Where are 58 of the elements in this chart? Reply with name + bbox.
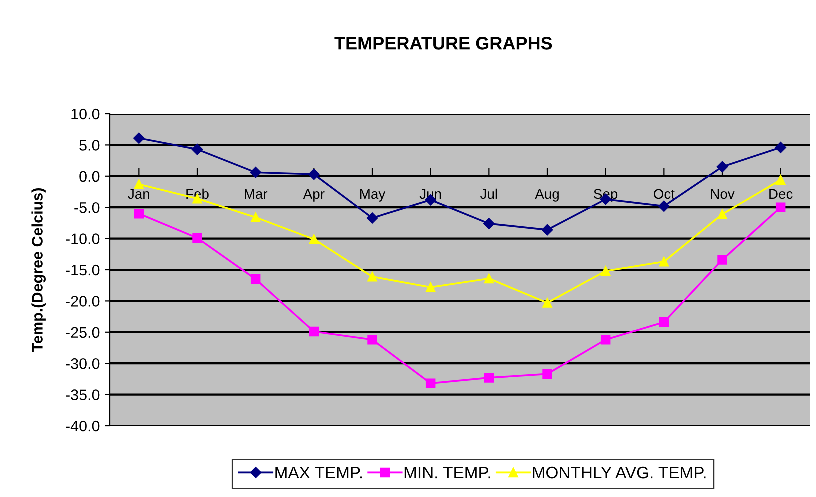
point (192, 144, 204, 156)
y-tick-label: -5.0 (74, 202, 100, 214)
y-tick-label: -40.0 (66, 420, 100, 432)
point (775, 142, 786, 154)
point (309, 234, 320, 244)
y-tick-label: 0.0 (80, 171, 100, 182)
point (309, 326, 320, 337)
point (426, 378, 436, 388)
y-tick-label: -30.0 (66, 358, 100, 370)
point (659, 257, 670, 267)
point (718, 210, 728, 220)
point (776, 202, 786, 212)
point (134, 132, 145, 144)
x-tick-label: Mar (245, 189, 268, 200)
y-tick-label: -15.0 (66, 264, 100, 276)
point (192, 233, 202, 244)
point (134, 208, 144, 219)
x-tick-label: Nov (711, 189, 735, 200)
point (368, 335, 378, 345)
y-tick-label: 5.0 (80, 140, 100, 151)
point (776, 175, 786, 186)
x-tick-label: Aug (535, 189, 559, 202)
point (426, 282, 436, 292)
y-tick-label: 10.0 (72, 108, 100, 120)
chart-title: TEMPERATURE GRAPHS (334, 37, 552, 50)
point (718, 255, 728, 265)
y-tick-label: -10.0 (66, 234, 100, 244)
point (366, 212, 378, 224)
point (250, 212, 261, 222)
point (368, 272, 378, 282)
y-axis-title: Temp.(Degree Celcius) (32, 188, 46, 352)
point (716, 161, 728, 173)
y-tick-label: -25.0 (66, 327, 100, 338)
legend-label: MAX TEMP. (276, 467, 362, 479)
point (250, 274, 261, 284)
point (600, 266, 611, 276)
point (134, 180, 144, 190)
point (484, 373, 494, 383)
point (250, 167, 262, 178)
point (659, 318, 670, 328)
x-tick-label: Apr (303, 189, 325, 202)
x-tick-label: Jul (480, 188, 498, 200)
y-tick-label: -20.0 (66, 296, 100, 307)
x-tick-label: May (360, 189, 386, 202)
point (658, 200, 670, 212)
point (484, 218, 495, 230)
point (542, 298, 552, 308)
legend-label: MONTHLY AVG. TEMP. (533, 466, 706, 479)
point (542, 369, 552, 380)
point (484, 274, 494, 284)
legend-label: MIN. TEMP. (404, 467, 490, 479)
x-tick-label: Dec (770, 189, 793, 200)
point (542, 224, 554, 236)
x-tick-label: Oct (654, 189, 675, 200)
x-tick-label: Jan (128, 189, 150, 200)
point (600, 335, 611, 345)
point (308, 168, 320, 180)
y-tick-label: -35.0 (66, 390, 100, 400)
